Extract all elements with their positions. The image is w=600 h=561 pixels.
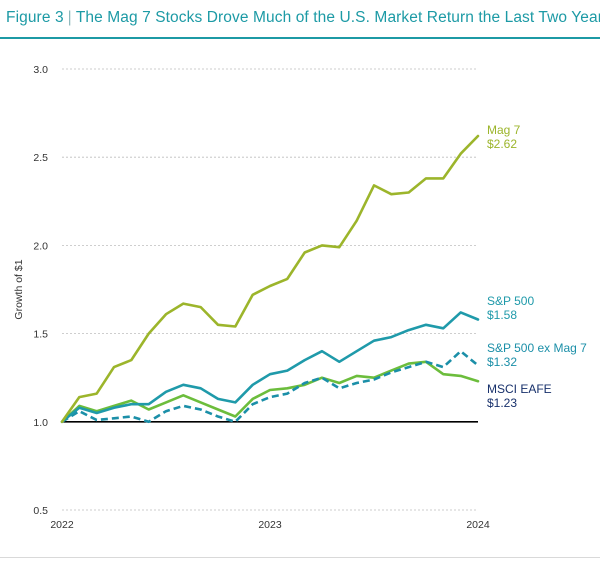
- series-line-s-p-500: [60, 311, 480, 424]
- series-label-s-p-500-ex-mag-7: S&P 500 ex Mag 7: [487, 341, 587, 355]
- figure-title-text: The Mag 7 Stocks Drove Much of the U.S. …: [75, 9, 600, 26]
- y-axis-label: Growth of $1: [13, 259, 25, 319]
- series-value-s-p-500-ex-mag-7: $1.32: [487, 355, 517, 369]
- figure-title: Figure 3 | The Mag 7 Stocks Drove Much of …: [6, 9, 600, 27]
- y-tick-label: 3.0: [33, 64, 48, 76]
- axes: 0.5 1.0 1.5 2.0 2.5 3.0 2022 2023 2024 Growth of …: [13, 64, 490, 531]
- x-tick-label: 2023: [258, 519, 282, 531]
- y-tick-label: 0.5: [33, 505, 48, 517]
- figure-label: Figure 3: [6, 9, 64, 26]
- footer-rule: [0, 557, 600, 558]
- series-value-mag-7: $2.62: [487, 137, 517, 151]
- title-separator: |: [67, 9, 72, 26]
- y-tick-label: 1.0: [33, 417, 48, 429]
- x-tick-label: 2024: [466, 519, 490, 531]
- series-label-msci-eafe: MSCI EAFE: [487, 382, 552, 396]
- y-tick-label: 2.5: [33, 152, 48, 164]
- series-label-s-p-500: S&P 500: [487, 294, 534, 308]
- header-rule: [0, 37, 600, 39]
- x-tick-label: 2022: [50, 519, 74, 531]
- series-line-s-p-500-ex-mag-7: [61, 349, 479, 424]
- gridlines: [62, 68, 478, 511]
- series-lines: [60, 134, 480, 424]
- y-tick-label: 1.5: [33, 329, 48, 341]
- y-tick-label: 2.0: [33, 240, 48, 252]
- series-line-mag-7: [60, 134, 480, 424]
- series-line-msci-eafe: [60, 360, 480, 424]
- series-labels: Mag 7$2.62S&P 500$1.58S&P 500 ex Mag 7$1…: [487, 123, 587, 410]
- series-value-msci-eafe: $1.23: [487, 396, 517, 410]
- series-value-s-p-500: $1.58: [487, 308, 517, 322]
- figure-header: Figure 3 | The Mag 7 Stocks Drove Much of …: [0, 0, 600, 39]
- series-label-mag-7: Mag 7: [487, 123, 521, 137]
